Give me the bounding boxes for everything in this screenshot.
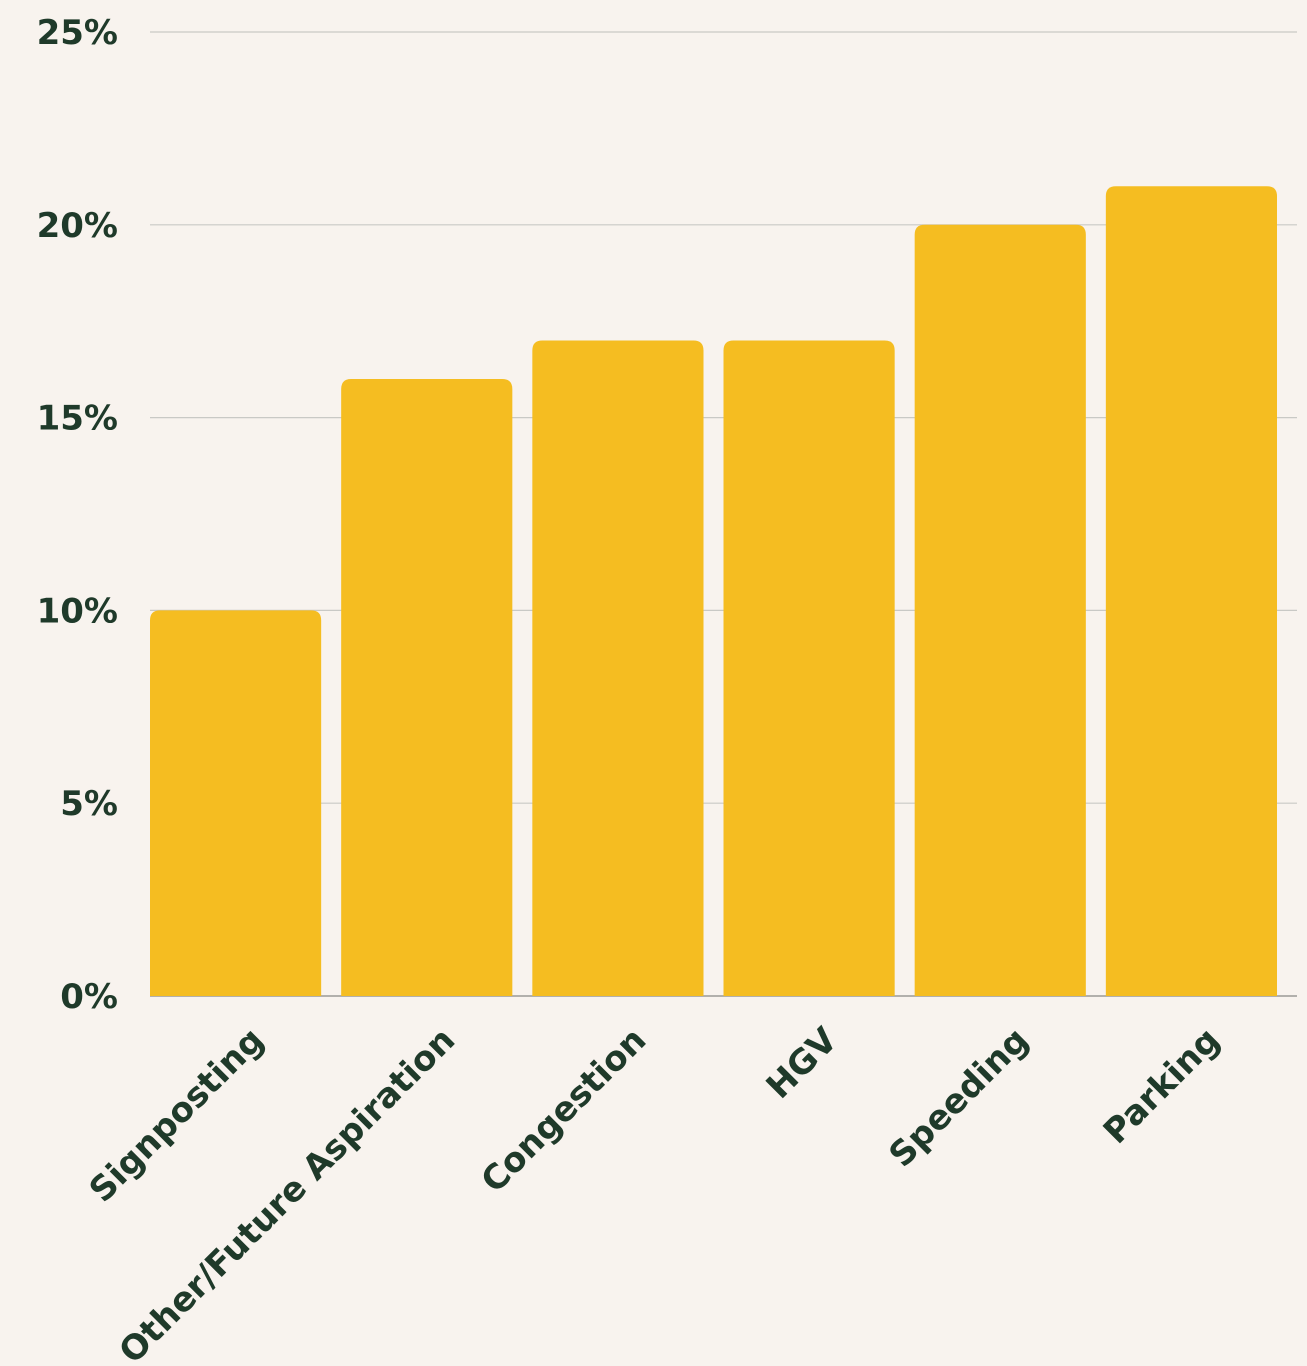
y-tick-label: 15% [37,399,118,439]
bar-parking [1105,186,1277,997]
x-tick-label: Other/Future Aspiration [112,1020,464,1366]
x-tick-label: Congestion [474,1020,655,1201]
x-tick-label: Signposting [82,1020,272,1210]
bar-other-future-aspiration [341,379,513,996]
x-tick-label: Parking [1096,1020,1228,1152]
bar-hgv [723,340,895,997]
x-tick-label: HGV [759,1020,846,1107]
y-axis-tick-labels: 0% 5% 10% 15% 20% 25% [37,13,118,1017]
bar-signposting [150,610,322,996]
y-tick-label: 20% [37,206,118,246]
y-tick-label: 25% [37,13,118,53]
y-tick-label: 5% [60,784,118,824]
bar-congestion [532,340,704,997]
bar-speeding [914,224,1086,997]
bar-layer [150,186,1277,997]
y-tick-label: 10% [37,591,118,631]
y-tick-label: 0% [60,977,118,1017]
x-tick-label: Speeding [881,1020,1036,1175]
